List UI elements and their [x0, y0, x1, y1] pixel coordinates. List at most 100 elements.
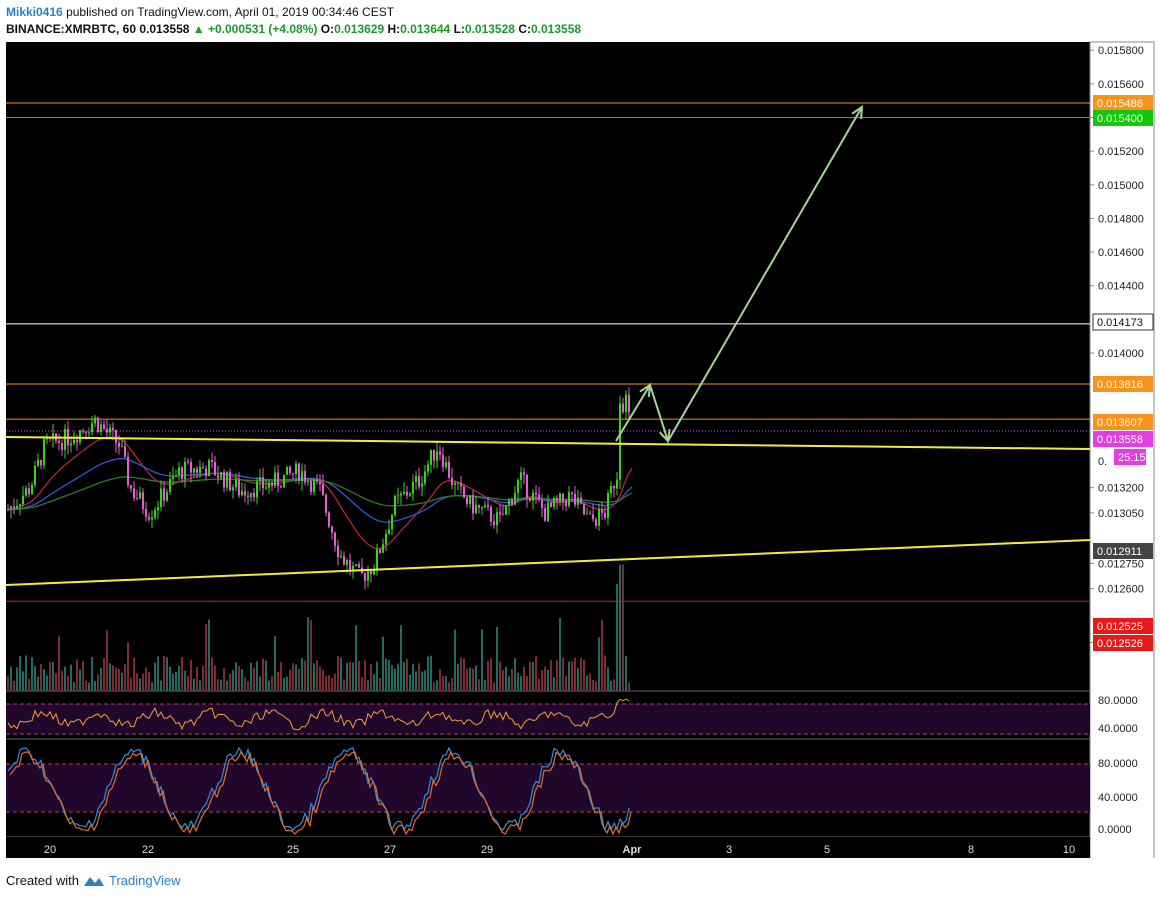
- author-link[interactable]: Mikki0416: [6, 5, 63, 19]
- candle-body: [481, 507, 483, 509]
- candle-body: [58, 440, 60, 444]
- candle-body: [175, 475, 177, 477]
- candle-body: [598, 509, 600, 526]
- candle-body: [448, 461, 450, 478]
- candle-body: [601, 509, 603, 513]
- volume-bar: [484, 680, 486, 691]
- price-tick-label: 0.014400: [1098, 281, 1144, 293]
- candle-body: [625, 394, 627, 413]
- volume-bar: [508, 676, 510, 691]
- candle-body: [520, 472, 522, 481]
- volume-bar: [64, 666, 66, 691]
- chart-background: [6, 42, 1090, 858]
- candle-body: [295, 463, 297, 475]
- volume-bar: [325, 675, 327, 691]
- volume-bar: [106, 630, 108, 691]
- volume-bar: [244, 677, 246, 691]
- candle-body: [265, 487, 267, 489]
- price-chart[interactable]: 0.015800 0.015600 0.015400 0.015200 0.015000…: [0, 0, 1160, 858]
- volume-bar: [397, 663, 399, 691]
- volume-bar: [622, 564, 624, 691]
- volume-bar: [460, 657, 462, 691]
- volume-bar: [394, 668, 396, 691]
- volume-bar: [316, 660, 318, 691]
- candle-body: [226, 471, 228, 488]
- volume-bar: [490, 658, 492, 691]
- volume-bar: [121, 672, 123, 691]
- candle-body: [604, 512, 606, 518]
- volume-bar: [109, 663, 111, 691]
- candle-body: [421, 483, 423, 487]
- candle-body: [562, 493, 564, 502]
- candle-body: [403, 491, 405, 494]
- candle-body: [202, 466, 204, 469]
- volume-bar: [103, 657, 105, 691]
- candle-body: [124, 446, 126, 457]
- candle-body: [187, 461, 189, 463]
- candle-body: [595, 519, 597, 526]
- candle-body: [325, 494, 327, 513]
- candle-body: [373, 570, 375, 575]
- volume-bar: [76, 659, 78, 691]
- volume-bar: [112, 665, 114, 691]
- price-label-text: 0.015400: [1097, 113, 1143, 125]
- candle-body: [364, 573, 366, 581]
- candle-body: [418, 476, 420, 487]
- volume-bar: [7, 676, 9, 691]
- candle-body: [247, 495, 249, 498]
- volume-bar: [277, 671, 279, 691]
- candle-body: [358, 564, 360, 568]
- candle-body: [112, 427, 114, 431]
- candle-body: [292, 473, 294, 475]
- volume-bar: [526, 676, 528, 691]
- time-tick-label: 20: [44, 844, 56, 856]
- volume-bar: [298, 668, 300, 691]
- volume-bar: [55, 672, 57, 691]
- price-label-box: [1093, 376, 1153, 392]
- footer: Created with TradingView: [6, 873, 181, 888]
- price-label-box: [1093, 110, 1153, 126]
- tradingview-link[interactable]: TradingView: [108, 873, 181, 888]
- price-label-box: [1093, 635, 1153, 651]
- volume-bar: [130, 677, 132, 691]
- high-label: H:: [387, 22, 401, 36]
- candle-body: [574, 493, 576, 505]
- candle-body: [454, 483, 456, 485]
- candle-body: [253, 492, 255, 498]
- candle-body: [406, 491, 408, 496]
- candle-body: [451, 477, 453, 485]
- time-tick-label: 10: [1063, 844, 1075, 856]
- candle-body: [229, 471, 231, 491]
- candle-body: [259, 477, 261, 482]
- stoch-d-line: [9, 750, 632, 836]
- stoch-tick-label: 0.0000: [1098, 824, 1132, 836]
- candle-body: [154, 510, 156, 518]
- price-label-text: 0.015486: [1097, 98, 1143, 110]
- volume-bar: [496, 626, 498, 691]
- volume-bar: [85, 680, 87, 691]
- volume-bar: [400, 625, 402, 691]
- volume-bar: [67, 675, 69, 691]
- candle-body: [61, 443, 63, 450]
- symbol-name: BINANCE:XMRBTC, 60: [6, 22, 137, 36]
- candle-body: [235, 479, 237, 488]
- candle-body: [238, 479, 240, 496]
- volume-bar: [472, 668, 474, 691]
- candle-body: [496, 512, 498, 526]
- price-label-text: 0.013558: [1097, 434, 1143, 446]
- candle-body: [439, 451, 441, 455]
- candle-body: [109, 427, 111, 433]
- low-value: 0.013528: [464, 22, 515, 36]
- candle-body: [343, 556, 345, 565]
- volume-bar: [505, 666, 507, 691]
- price-label-box: [1093, 543, 1153, 559]
- volume-bar: [367, 680, 369, 691]
- volume-bar: [385, 658, 387, 691]
- price-tick-label: 0.015000: [1098, 180, 1144, 192]
- candle-body: [115, 430, 117, 443]
- candle-body: [151, 517, 153, 520]
- volume-bar: [334, 673, 336, 691]
- volume-bar: [169, 666, 171, 691]
- candle-body: [535, 492, 537, 495]
- candle-body: [424, 471, 426, 484]
